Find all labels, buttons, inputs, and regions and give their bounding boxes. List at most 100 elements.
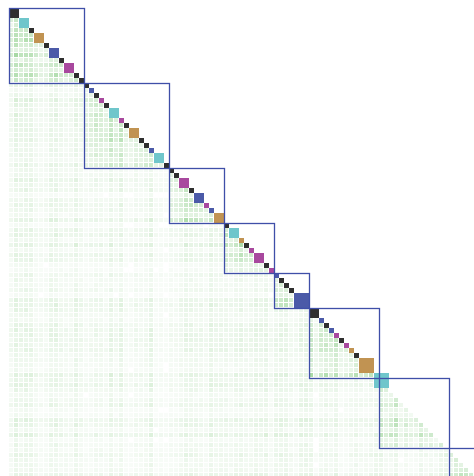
matrix-cell: [159, 163, 163, 167]
matrix-cell: [14, 423, 18, 427]
matrix-cell: [154, 348, 158, 352]
matrix-cell: [29, 393, 33, 397]
matrix-cell: [314, 433, 318, 437]
matrix-cell: [154, 258, 158, 262]
matrix-cell: [194, 353, 198, 357]
matrix-cell: [249, 313, 253, 317]
matrix-cell: [104, 428, 108, 432]
matrix-cell: [69, 193, 73, 197]
matrix-cell: [179, 418, 183, 422]
matrix-cell: [114, 413, 118, 417]
matrix-cell: [244, 388, 248, 392]
matrix-cell: [149, 398, 153, 402]
matrix-cell: [109, 298, 113, 302]
matrix-cell: [44, 343, 48, 347]
matrix-cell: [14, 268, 18, 272]
matrix-cell: [299, 333, 303, 337]
matrix-cell: [14, 63, 18, 67]
matrix-cell: [289, 398, 293, 402]
matrix-cell: [174, 208, 178, 212]
matrix-cell: [119, 248, 123, 252]
matrix-cell: [9, 418, 13, 422]
matrix-cell: [99, 243, 103, 247]
matrix-cell: [64, 278, 68, 282]
matrix-cell: [179, 238, 183, 242]
matrix-cell: [214, 348, 218, 352]
matrix-cell: [299, 368, 303, 372]
diagonal-block: [244, 243, 249, 248]
matrix-cell: [14, 458, 18, 462]
matrix-cell: [39, 278, 43, 282]
matrix-cell: [54, 468, 58, 472]
matrix-cell: [14, 98, 18, 102]
matrix-cell: [64, 363, 68, 367]
matrix-cell: [34, 468, 38, 472]
matrix-cell: [39, 273, 43, 277]
matrix-cell: [19, 403, 23, 407]
matrix-cell: [39, 178, 43, 182]
matrix-cell: [64, 108, 68, 112]
matrix-cell: [74, 313, 78, 317]
matrix-cell: [229, 343, 233, 347]
matrix-cell: [154, 253, 158, 257]
matrix-cell: [14, 288, 18, 292]
matrix-cell: [174, 473, 178, 476]
matrix-cell: [214, 273, 218, 277]
matrix-cell: [339, 473, 343, 476]
matrix-cell: [274, 318, 278, 322]
matrix-cell: [139, 413, 143, 417]
matrix-cell: [54, 188, 58, 192]
matrix-cell: [219, 348, 223, 352]
matrix-cell: [19, 73, 23, 77]
matrix-cell: [174, 418, 178, 422]
matrix-cell: [74, 223, 78, 227]
matrix-cell: [14, 408, 18, 412]
matrix-cell: [159, 473, 163, 476]
matrix-cell: [54, 318, 58, 322]
matrix-cell: [14, 188, 18, 192]
matrix-cell: [379, 423, 383, 427]
matrix-cell: [259, 473, 263, 476]
matrix-cell: [94, 273, 98, 277]
matrix-cell: [244, 278, 248, 282]
matrix-cell: [284, 408, 288, 412]
matrix-cell: [39, 453, 43, 457]
matrix-cell: [14, 228, 18, 232]
cluster-box-group-4: [223, 222, 276, 275]
matrix-cell: [179, 468, 183, 472]
matrix-cell: [124, 233, 128, 237]
matrix-cell: [209, 278, 213, 282]
matrix-cell: [274, 428, 278, 432]
matrix-cell: [159, 373, 163, 377]
matrix-cell: [289, 433, 293, 437]
matrix-cell: [79, 133, 83, 137]
matrix-cell: [109, 238, 113, 242]
matrix-cell: [104, 218, 108, 222]
matrix-cell: [229, 438, 233, 442]
matrix-cell: [149, 173, 153, 177]
matrix-cell: [119, 298, 123, 302]
matrix-cell: [134, 393, 138, 397]
matrix-cell: [229, 238, 233, 242]
matrix-cell: [19, 393, 23, 397]
matrix-cell: [109, 368, 113, 372]
matrix-cell: [239, 443, 243, 447]
matrix-cell: [344, 413, 348, 417]
matrix-cell: [114, 173, 118, 177]
matrix-cell: [69, 188, 73, 192]
matrix-cell: [309, 328, 313, 332]
matrix-cell: [284, 473, 288, 476]
matrix-cell: [199, 273, 203, 277]
matrix-cell: [354, 453, 358, 457]
matrix-cell: [329, 353, 333, 357]
matrix-cell: [224, 228, 228, 232]
matrix-cell: [14, 78, 18, 82]
matrix-cell: [179, 258, 183, 262]
matrix-cell: [29, 398, 33, 402]
matrix-cell: [59, 433, 63, 437]
matrix-cell: [69, 403, 73, 407]
matrix-cell: [194, 458, 198, 462]
matrix-cell: [109, 328, 113, 332]
matrix-cell: [104, 163, 108, 167]
matrix-cell: [49, 398, 53, 402]
